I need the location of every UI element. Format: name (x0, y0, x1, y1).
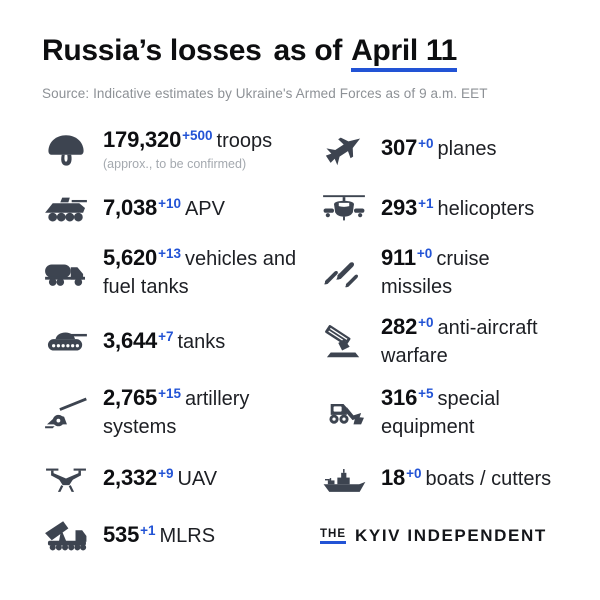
stat-label: troops (216, 129, 273, 152)
stats-row: 2,765+15 artillery systems 316+5 special e (42, 376, 562, 450)
stat-delta: +13 (158, 245, 181, 261)
publisher-logo: THE KYIV INDEPENDENT (320, 508, 562, 564)
stat-label: special equipment (381, 387, 500, 438)
stats-row: 5,620+13 vehicles and fuel tanks (42, 238, 562, 308)
missiles-icon (320, 253, 368, 293)
stat-uav: 2,332+9 UAV (42, 450, 320, 508)
stat-label: vehicles and fuel tanks (103, 247, 297, 298)
stat-value: 293 (381, 194, 418, 220)
stats-row: 535+1 MLRS THE KYIV INDEPENDENT (42, 508, 562, 564)
stat-delta: +5 (418, 385, 434, 401)
stats-row: 179,320+500 troops (approx., to be confir… (42, 118, 562, 180)
stat-value: 179,320 (103, 126, 182, 152)
stat-value: 307 (381, 134, 418, 160)
stat-label: planes (437, 137, 497, 160)
stat-label: UAV (177, 467, 218, 490)
stat-value: 2,765 (103, 384, 158, 410)
stat-note: (approx., to be confirmed) (103, 156, 247, 171)
stat-label: anti-aircraft warfare (381, 316, 538, 367)
logo-the: THE (320, 528, 346, 544)
stat-delta: +0 (416, 245, 433, 261)
stat-label: tanks (177, 330, 226, 353)
stat-value: 3,644 (103, 327, 158, 353)
stat-delta: +500 (182, 127, 213, 143)
apc-icon (42, 189, 90, 229)
stat-value: 18 (381, 464, 406, 490)
mlrs-icon (42, 516, 90, 556)
aa-icon (320, 322, 368, 362)
stat-tanks: 3,644+7 tanks (42, 308, 320, 376)
stat-mlrs: 535+1 MLRS (42, 508, 320, 564)
stat-cruise-missiles: 911+0 cruise missiles (320, 238, 562, 308)
stat-anti-aircraft: 282+0 anti-aircraft warfare (320, 308, 562, 376)
stat-delta: +7 (158, 328, 174, 344)
stat-label: artillery systems (103, 387, 250, 438)
stat-delta: +1 (418, 195, 434, 211)
stat-vehicles: 5,620+13 vehicles and fuel tanks (42, 238, 320, 308)
stat-helicopters: 293+1 helicopters (320, 180, 562, 238)
stats-row: 2,332+9 UAV 18+0 boats / cutt (42, 450, 562, 508)
stat-delta: +9 (158, 465, 174, 481)
tank-icon (42, 322, 90, 362)
stat-value: 282 (381, 313, 418, 339)
stat-value: 316 (381, 384, 418, 410)
stat-label: APV (184, 197, 225, 220)
stat-value: 535 (103, 521, 140, 547)
stat-label: MLRS (159, 524, 216, 547)
stat-value: 5,620 (103, 244, 158, 270)
title-date: April 11 (351, 34, 457, 72)
boat-icon (320, 459, 368, 499)
stat-troops: 179,320+500 troops (approx., to be confir… (42, 118, 320, 180)
source-line: Source: Indicative estimates by Ukraine'… (42, 86, 488, 101)
stat-label: boats / cutters (425, 467, 552, 490)
stats-row: 7,038+10 APV 29 (42, 180, 562, 238)
logo-name: KYIV INDEPENDENT (355, 526, 547, 545)
stat-boats: 18+0 boats / cutters (320, 450, 562, 508)
stat-value: 911 (381, 244, 416, 270)
page-title: Russia’s losses as of April 11 (42, 34, 558, 72)
stat-artillery: 2,765+15 artillery systems (42, 376, 320, 450)
fuel-truck-icon (42, 253, 90, 293)
stat-planes: 307+0 planes (320, 118, 562, 180)
drone-icon (42, 459, 90, 499)
stat-apv: 7,038+10 APV (42, 180, 320, 238)
stat-delta: +0 (406, 465, 422, 481)
helmet-icon (42, 129, 90, 169)
jet-icon (320, 129, 368, 169)
stats-row: 3,644+7 tanks 282+0 ant (42, 308, 562, 376)
stat-value: 2,332 (103, 464, 158, 490)
stat-label: helicopters (437, 197, 535, 220)
title-mid: as of (273, 34, 343, 67)
stat-label: cruise missiles (381, 247, 490, 298)
header: Russia’s losses as of April 11 Source: I… (0, 0, 600, 101)
stats-grid: 179,320+500 troops (approx., to be confir… (42, 118, 562, 564)
stat-delta: +0 (418, 314, 434, 330)
artillery-icon (42, 393, 90, 433)
stat-delta: +0 (418, 135, 434, 151)
stat-delta: +10 (158, 195, 181, 211)
loader-icon (320, 393, 368, 433)
stat-delta: +1 (140, 522, 156, 538)
stat-value: 7,038 (103, 194, 158, 220)
stat-special-equipment: 316+5 special equipment (320, 376, 562, 450)
helicopter-icon (320, 189, 368, 229)
stat-delta: +15 (158, 385, 181, 401)
title-main: Russia’s losses (42, 34, 262, 67)
